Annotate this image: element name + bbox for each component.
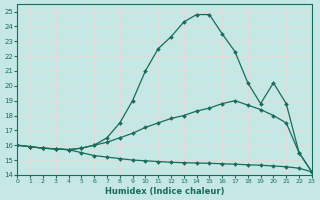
X-axis label: Humidex (Indice chaleur): Humidex (Indice chaleur) xyxy=(105,187,224,196)
